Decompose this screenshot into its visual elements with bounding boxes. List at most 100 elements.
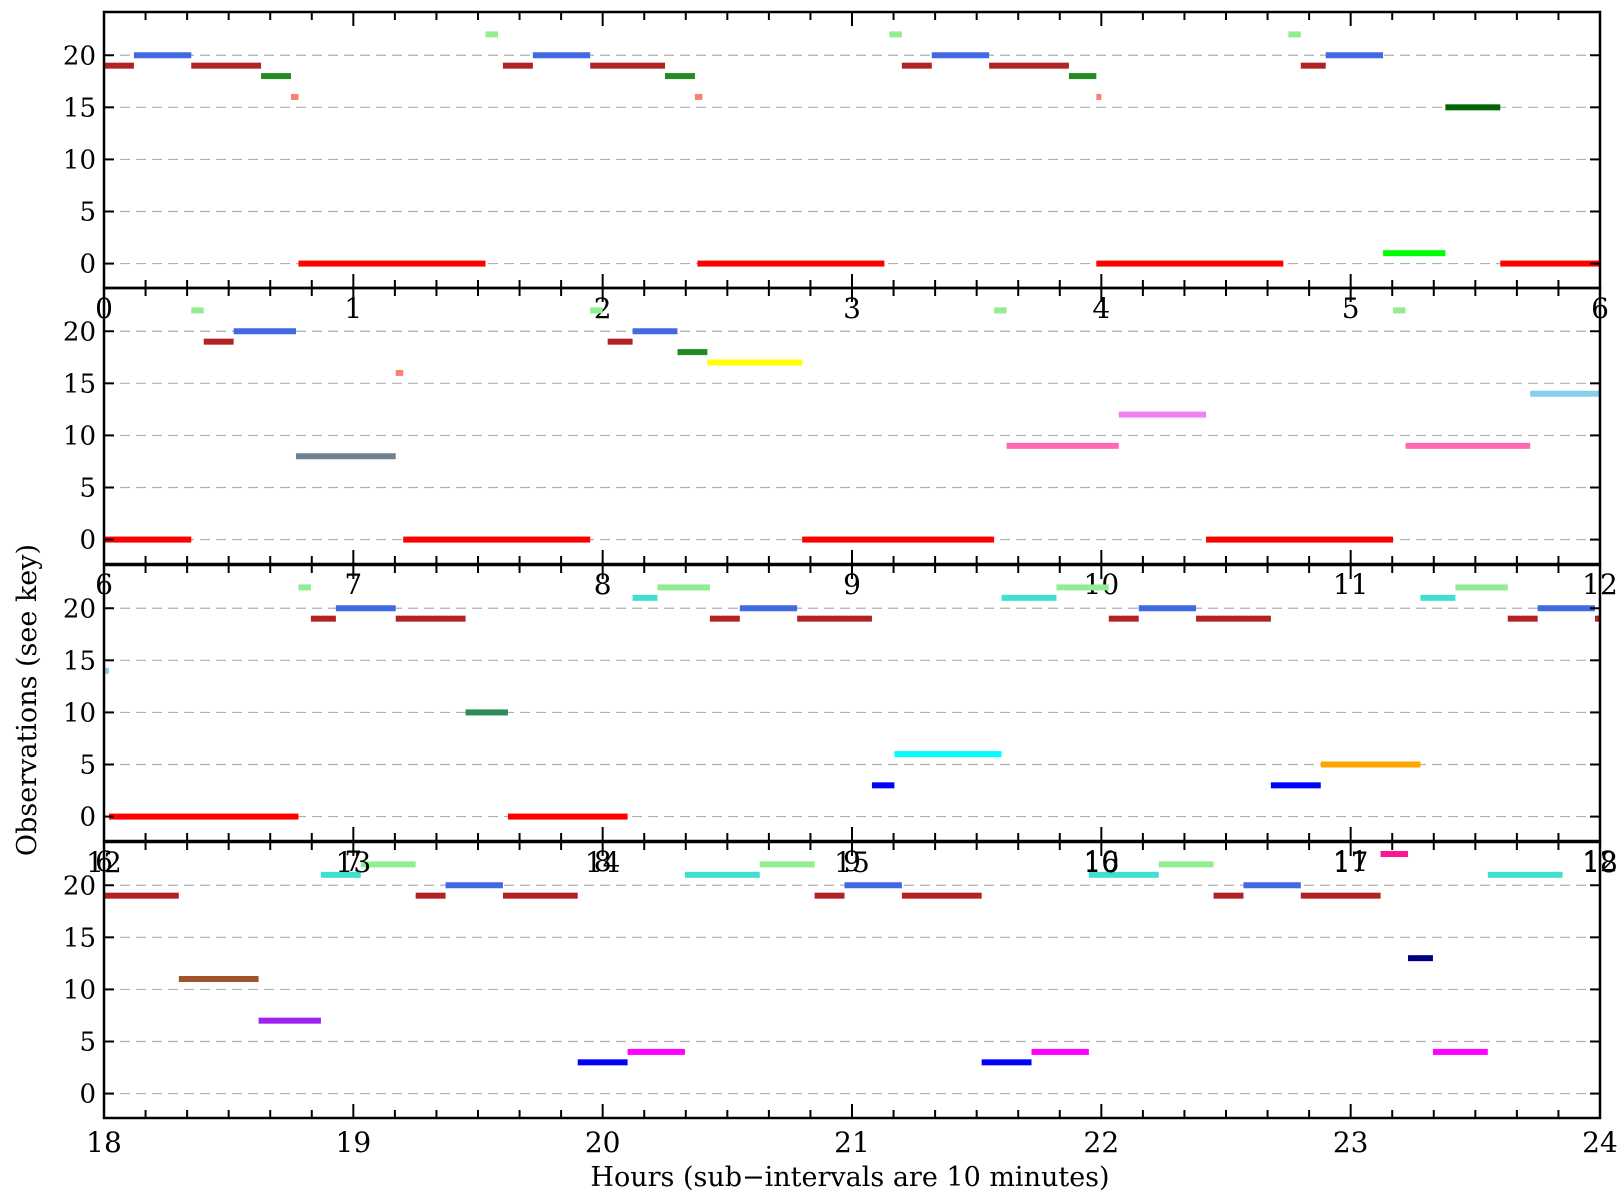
interval-bar (1088, 871, 1159, 878)
interval-bar (1096, 260, 1284, 267)
x-tick-label: 7 (344, 845, 362, 878)
interval-bar (298, 260, 486, 267)
interval-bar (901, 892, 982, 899)
y-tick-label: 0 (79, 250, 96, 280)
interval-bar (1530, 390, 1600, 397)
y-tick-label: 5 (79, 1028, 96, 1058)
y-tick-label: 10 (63, 975, 96, 1005)
chart-panel-1: 051015200123456 (63, 10, 1609, 325)
y-tick-label: 0 (79, 1080, 96, 1110)
chart-panels: 0510152001234560510152067891011120510152… (63, 10, 1618, 1159)
interval-bar (104, 892, 179, 899)
interval-bar (203, 338, 234, 345)
interval-bar (1420, 594, 1456, 601)
interval-bar (894, 751, 1002, 758)
interval-bar (994, 307, 1007, 314)
interval-bar (1196, 615, 1271, 622)
interval-bar (901, 62, 932, 69)
interval-bar (502, 62, 533, 69)
interval-bar (104, 62, 134, 69)
x-tick-label: 18 (1582, 846, 1618, 879)
interval-bar (657, 584, 710, 591)
x-tick-label: 5 (1342, 292, 1360, 325)
y-tick-label: 20 (63, 871, 96, 901)
y-tick-label: 20 (63, 41, 96, 71)
y-tick-label: 15 (63, 93, 96, 123)
x-tick-label: 9 (843, 568, 861, 601)
interval-bar (191, 307, 204, 314)
x-tick-label: 4 (1092, 292, 1110, 325)
x-tick-label: 20 (585, 1126, 621, 1159)
interval-bar (989, 62, 1069, 69)
x-tick-label: 7 (344, 568, 362, 601)
interval-bar (1380, 851, 1409, 857)
interval-bar (709, 615, 740, 622)
interval-bar (1507, 615, 1538, 622)
interval-bar (1288, 31, 1301, 38)
interval-bar (684, 871, 760, 878)
interval-bar (104, 536, 192, 543)
interval-bar (1455, 584, 1508, 591)
interval-bar (1270, 782, 1321, 789)
interval-bar (814, 892, 845, 899)
interval-bar (178, 976, 259, 982)
interval-bar (802, 536, 995, 543)
interval-bar (632, 328, 678, 335)
x-tick-label: 18 (86, 1126, 122, 1159)
interval-bar (981, 1059, 1032, 1066)
panel-frame (102, 286, 1602, 566)
y-tick-label: 20 (63, 317, 96, 347)
y-tick-label: 5 (79, 474, 96, 504)
interval-bar (320, 871, 361, 878)
x-tick-label: 23 (1333, 1126, 1369, 1159)
interval-bar (632, 594, 658, 601)
interval-bar (1006, 442, 1119, 449)
y-tick-label: 0 (79, 526, 96, 556)
interval-bar (1158, 861, 1214, 868)
x-tick-label: 3 (843, 292, 861, 325)
interval-bar (1393, 307, 1406, 314)
y-tick-label: 10 (63, 698, 96, 728)
interval-bar (694, 93, 703, 100)
y-tick-label: 15 (63, 369, 96, 399)
interval-bar (133, 52, 192, 59)
interval-bar (191, 62, 262, 69)
interval-bar (298, 584, 311, 591)
x-tick-label: 17 (1333, 846, 1369, 879)
x-tick-label: 12 (86, 846, 122, 879)
interval-bar (104, 667, 109, 674)
interval-bar (1108, 615, 1139, 622)
interval-bar (233, 328, 296, 335)
interval-bar (1325, 52, 1384, 59)
interval-bar (1300, 62, 1326, 69)
interval-bar (465, 709, 508, 716)
interval-bar (261, 73, 291, 80)
x-tick-label: 13 (336, 846, 372, 879)
panel-frame (102, 563, 1602, 843)
interval-bar (1445, 104, 1501, 111)
interval-bar (310, 615, 336, 622)
interval-bar (1487, 871, 1563, 878)
y-tick-label: 10 (63, 145, 96, 175)
interval-bar (395, 369, 404, 376)
interval-bar (1432, 1048, 1488, 1055)
interval-bar (108, 813, 299, 820)
interval-bar (1595, 615, 1600, 622)
interval-bar (291, 93, 299, 100)
interval-bar (844, 882, 902, 889)
interval-bar (797, 615, 872, 622)
y-tick-label: 5 (79, 198, 96, 228)
y-axis-label: Observations (see key) (12, 544, 43, 856)
interval-bar (1213, 892, 1244, 899)
interval-bar (677, 349, 708, 356)
y-tick-label: 10 (63, 421, 96, 451)
interval-bar (577, 1059, 628, 1066)
interval-bar (627, 1048, 685, 1055)
y-tick-label: 5 (79, 751, 96, 781)
y-tick-label: 0 (79, 803, 96, 833)
x-axis-label: Hours (sub−intervals are 10 minutes) (590, 1162, 1109, 1193)
interval-bar (1031, 1048, 1089, 1055)
interval-bar (590, 307, 603, 314)
interval-bar (1383, 250, 1446, 257)
